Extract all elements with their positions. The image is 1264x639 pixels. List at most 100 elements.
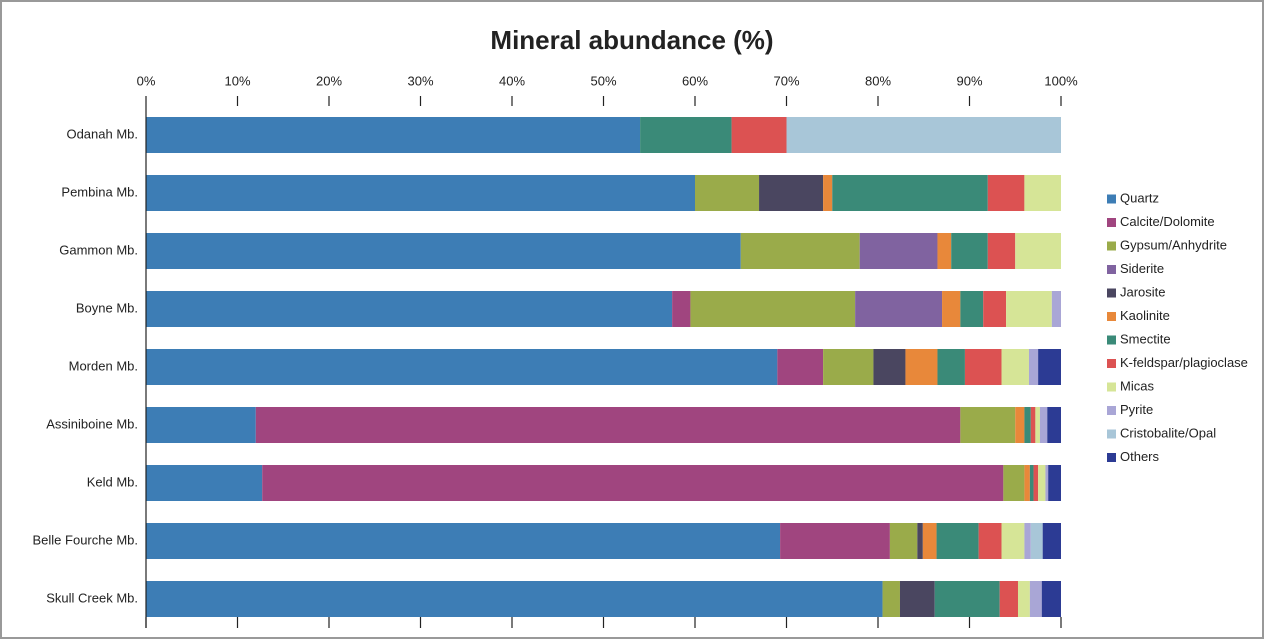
- bar-segment: [999, 581, 1018, 617]
- legend-label: Others: [1120, 449, 1160, 464]
- chart-title: Mineral abundance (%): [490, 25, 773, 55]
- legend-label: Smectite: [1120, 331, 1171, 346]
- bar-segment: [1015, 407, 1025, 443]
- bar-segment: [695, 175, 760, 211]
- legend-label: Micas: [1120, 378, 1154, 393]
- legend-swatch: [1107, 265, 1116, 274]
- legend-swatch: [1107, 429, 1116, 439]
- bar-segment: [1015, 233, 1061, 269]
- legend-label: Pyrite: [1120, 402, 1153, 417]
- y-tick-label: Belle Fourche Mb.: [33, 532, 139, 547]
- legend-label: Quartz: [1120, 190, 1159, 205]
- bar-segment: [987, 175, 1025, 211]
- x-tick-label: 60%: [682, 73, 708, 88]
- x-tick-label: 10%: [224, 73, 250, 88]
- bar-segment: [823, 349, 874, 385]
- bar-segment: [146, 117, 641, 153]
- bar-segment: [255, 407, 961, 443]
- bar-segment: [740, 233, 860, 269]
- x-tick-label: 100%: [1044, 73, 1078, 88]
- x-tick-label: 90%: [956, 73, 982, 88]
- bar-segment: [1029, 465, 1034, 501]
- bar-segment: [146, 349, 778, 385]
- bar-segment: [1029, 581, 1042, 617]
- bar-segment: [1030, 407, 1036, 443]
- bar-segment: [889, 523, 918, 559]
- bar-segment: [964, 349, 1002, 385]
- bar-segment: [1048, 465, 1061, 501]
- legend-swatch: [1107, 312, 1116, 321]
- bar-segment: [1028, 349, 1039, 385]
- x-tick-label: 70%: [773, 73, 799, 88]
- bar-segment: [1024, 175, 1061, 211]
- bar-segment: [1024, 523, 1031, 559]
- x-tick-label: 40%: [499, 73, 525, 88]
- bar-segment: [731, 117, 787, 153]
- bar-segment: [934, 581, 1000, 617]
- bar-segment: [936, 523, 979, 559]
- bar-segment: [960, 291, 984, 327]
- bar-segment: [777, 349, 824, 385]
- bar-segment: [786, 117, 1061, 153]
- legend-swatch: [1107, 382, 1116, 392]
- y-tick-label: Odanah Mb.: [66, 126, 138, 141]
- bar-segment: [922, 523, 937, 559]
- bar-segment: [899, 581, 935, 617]
- bar-segment: [146, 291, 673, 327]
- bar-segment: [1038, 465, 1046, 501]
- y-tick-label: Keld Mb.: [87, 474, 138, 489]
- bar-segment: [1042, 523, 1061, 559]
- bar-segment: [855, 291, 943, 327]
- bar-segment: [1024, 407, 1031, 443]
- bar-segment: [832, 175, 988, 211]
- legend-swatch: [1107, 453, 1116, 462]
- bar-segment: [873, 349, 906, 385]
- x-tick-label: 0%: [137, 73, 156, 88]
- y-tick-label: Pembina Mb.: [61, 184, 138, 199]
- bar-segment: [146, 407, 256, 443]
- bar-segment: [1045, 465, 1049, 501]
- bar-segment: [882, 581, 900, 617]
- legend-label: Jarosite: [1120, 284, 1166, 299]
- bar-segment: [146, 523, 781, 559]
- bar-segment: [1047, 407, 1061, 443]
- bar-segment: [905, 349, 938, 385]
- legend-label: Kaolinite: [1120, 308, 1170, 323]
- bar-segment: [1035, 407, 1040, 443]
- y-tick-label: Morden Mb.: [69, 358, 138, 373]
- bar-segment: [951, 233, 988, 269]
- legend-label: Cristobalite/Opal: [1120, 425, 1216, 440]
- y-tick-label: Assiniboine Mb.: [46, 416, 138, 431]
- bar-segment: [1006, 291, 1052, 327]
- bar-segment: [640, 117, 732, 153]
- bar-segment: [759, 175, 824, 211]
- legend-swatch: [1107, 218, 1116, 227]
- legend-label: Siderite: [1120, 261, 1164, 276]
- legend-swatch: [1107, 194, 1116, 204]
- bar-segment: [672, 291, 691, 327]
- bar-segment: [1051, 291, 1061, 327]
- bar-segment: [937, 349, 965, 385]
- x-tick-label: 50%: [590, 73, 616, 88]
- bar-segment: [146, 465, 263, 501]
- bar-segment: [1039, 407, 1048, 443]
- legend-swatch: [1107, 359, 1116, 368]
- bar-segment: [1003, 465, 1025, 501]
- bar-segment: [690, 291, 856, 327]
- y-tick-label: Gammon Mb.: [59, 242, 138, 257]
- x-tick-label: 80%: [865, 73, 891, 88]
- bar-segment: [978, 523, 1002, 559]
- bar-segment: [1041, 581, 1061, 617]
- legend-label: Gypsum/Anhydrite: [1120, 237, 1227, 252]
- bar-segment: [1033, 465, 1039, 501]
- bar-segment: [146, 581, 883, 617]
- x-tick-label: 30%: [407, 73, 433, 88]
- bar-segment: [983, 291, 1007, 327]
- legend-swatch: [1107, 406, 1116, 415]
- legend-swatch: [1107, 288, 1116, 298]
- bar-segment: [1001, 349, 1029, 385]
- bar-segment: [917, 523, 923, 559]
- bar-segment: [146, 233, 741, 269]
